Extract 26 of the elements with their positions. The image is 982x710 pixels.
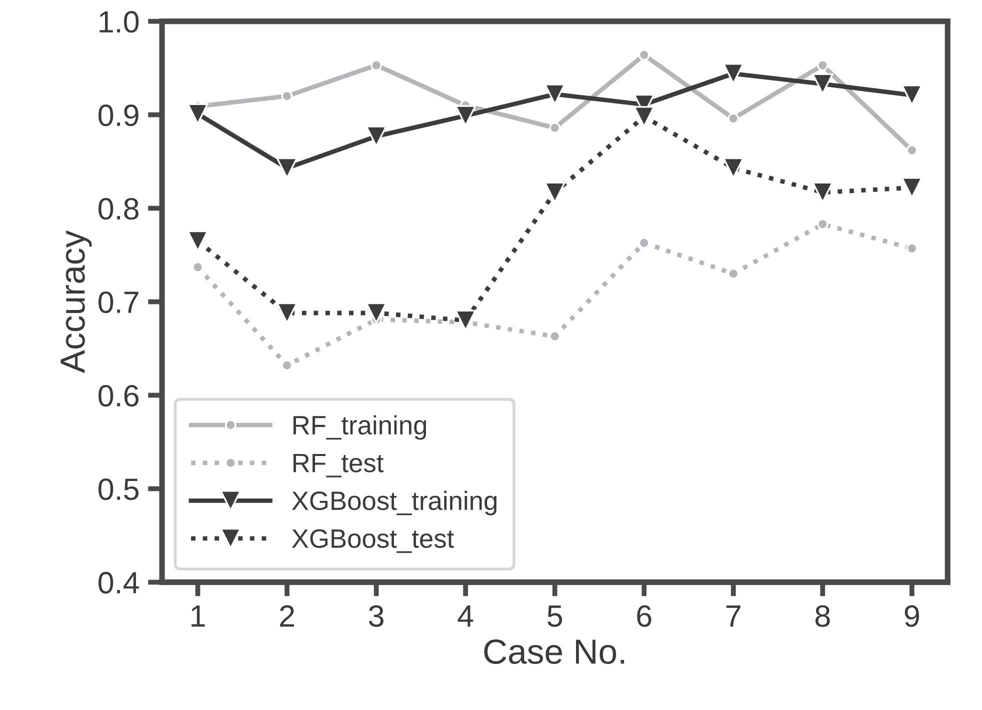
x-tick-label: 6 [637,605,652,627]
y-tick-label: 1.0 [100,11,139,33]
x-tick-label: 1 [192,606,205,627]
x-tick-label: 4 [458,606,474,627]
point [370,60,382,71]
x-tick-label: 2 [280,605,294,627]
y-tick-label: 0.5 [98,478,139,500]
point [816,60,828,71]
x-tick-label: 3 [368,605,384,627]
point [638,49,650,61]
x-tick-label: 9 [904,605,919,627]
y-tick-label: 0.8 [98,198,138,220]
y-tick-label: 0.7 [98,291,138,314]
legend-label: XGBoost_training [292,490,496,516]
x-tick-label: 5 [548,606,562,627]
legend-label: RF_test [294,454,384,478]
x-tick-label: 7 [726,606,740,627]
y-axis-title: Accuracy [60,230,92,374]
y-tick-label: 0.9 [98,104,138,126]
x-tick-label: 8 [815,605,830,627]
legend-label: RF_training [294,415,426,440]
legend-label: XGBoost_test [292,529,454,553]
point [728,268,740,280]
y-tick-label: 0.4 [98,572,139,594]
y-tick-label: 0.6 [98,384,138,407]
x-axis-title: Case No. [484,639,624,664]
